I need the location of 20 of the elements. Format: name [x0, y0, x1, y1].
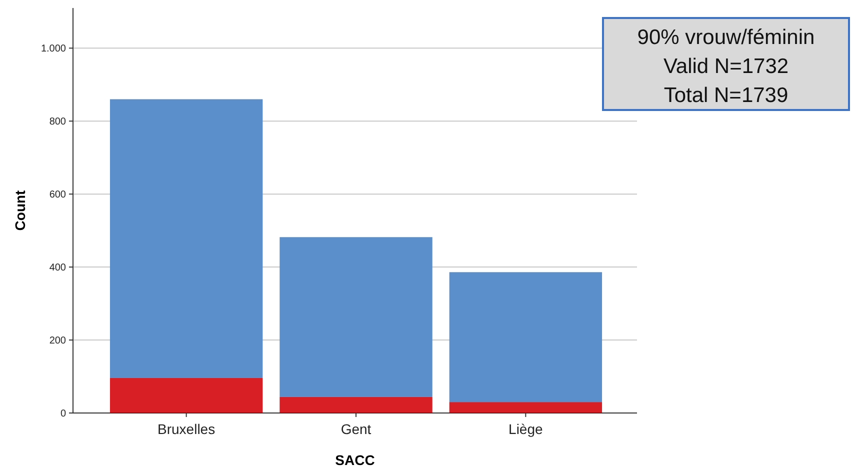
x-axis-title: SACC — [335, 452, 375, 468]
bar — [280, 237, 432, 397]
y-tick-label: 600 — [49, 190, 66, 201]
y-tick-label: 1.000 — [40, 44, 66, 55]
bar — [449, 272, 602, 402]
text: Total N=1739 — [664, 84, 788, 107]
text: 90% vrouw/féminin — [637, 26, 815, 49]
text: Valid N=1732 — [663, 55, 789, 78]
bar — [110, 99, 263, 378]
y-axis-title: Count — [12, 190, 28, 231]
bar — [449, 402, 602, 413]
bar — [110, 378, 263, 413]
y-tick-label: 0 — [60, 408, 66, 420]
x-tick-label: Liège — [508, 421, 544, 437]
y-tick-label: 200 — [49, 336, 66, 347]
y-tick-label: 800 — [49, 116, 66, 128]
y-tick-label: 400 — [49, 262, 66, 274]
x-tick-label: Bruxelles — [158, 421, 216, 437]
x-tick-label: Gent — [340, 421, 372, 437]
bar — [280, 396, 432, 413]
